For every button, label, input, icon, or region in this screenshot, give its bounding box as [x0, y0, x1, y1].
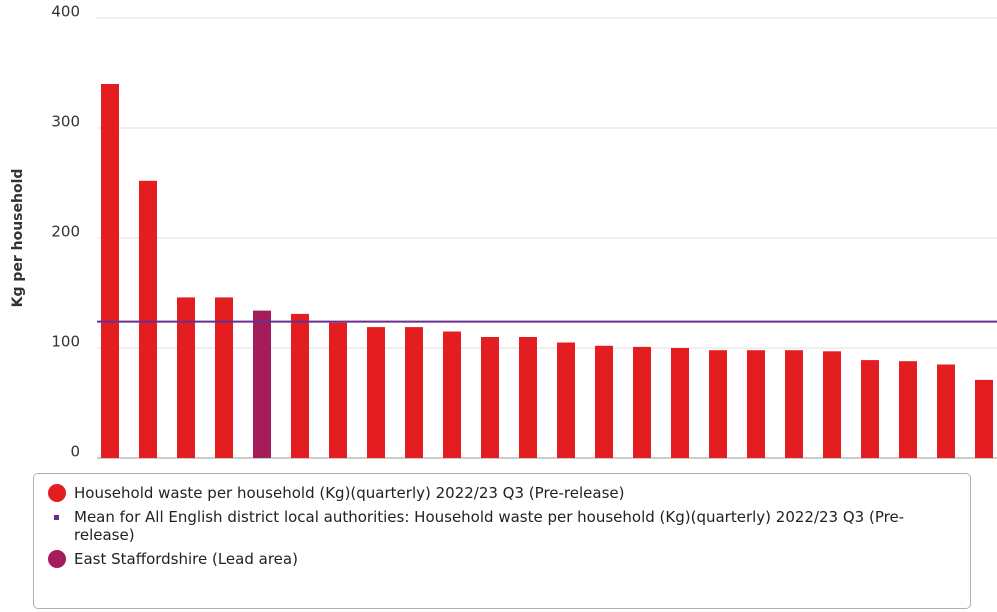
bar — [671, 348, 689, 458]
legend-label: East Staffordshire (Lead area) — [74, 550, 298, 568]
legend-label: Mean for All English district local auth… — [74, 508, 905, 544]
y-tick-label: 0 — [70, 443, 80, 461]
bar — [785, 350, 803, 458]
y-tick-label: 200 — [51, 223, 80, 241]
y-axis-label: Kg per household — [10, 169, 26, 308]
bar — [709, 350, 727, 458]
chart: Kg per household 0 100 200 300 400 — [10, 3, 997, 461]
bar — [367, 327, 385, 458]
bar — [975, 379, 993, 458]
legend-item: Mean for All English district local auth… — [48, 508, 956, 544]
y-tick-label: 400 — [51, 3, 80, 21]
bar — [443, 331, 461, 458]
legend-item: Household waste per household (Kg)(quart… — [48, 484, 956, 502]
legend-symbol — [48, 550, 66, 568]
bar — [823, 351, 841, 458]
legend-symbol — [48, 484, 66, 502]
legend-item: East Staffordshire (Lead area) — [48, 550, 956, 568]
bar — [101, 84, 119, 458]
bar — [861, 360, 879, 458]
y-tick-label: 300 — [51, 113, 80, 131]
bar — [595, 345, 613, 458]
bar — [139, 180, 157, 459]
bar — [253, 310, 271, 458]
bar — [519, 337, 537, 458]
bar — [633, 346, 651, 458]
bar — [937, 364, 955, 458]
bar — [215, 297, 233, 458]
legend-label: Household waste per household (Kg)(quart… — [74, 484, 625, 502]
bar — [481, 337, 499, 458]
bar — [291, 313, 309, 458]
bar — [747, 350, 765, 458]
bar — [329, 322, 347, 458]
legend: Household waste per household (Kg)(quart… — [33, 473, 971, 609]
legend-symbol — [54, 514, 59, 520]
bar — [405, 327, 423, 458]
bar — [177, 297, 195, 458]
bar — [557, 342, 575, 458]
bar — [899, 361, 917, 458]
y-tick-label: 100 — [51, 333, 80, 351]
